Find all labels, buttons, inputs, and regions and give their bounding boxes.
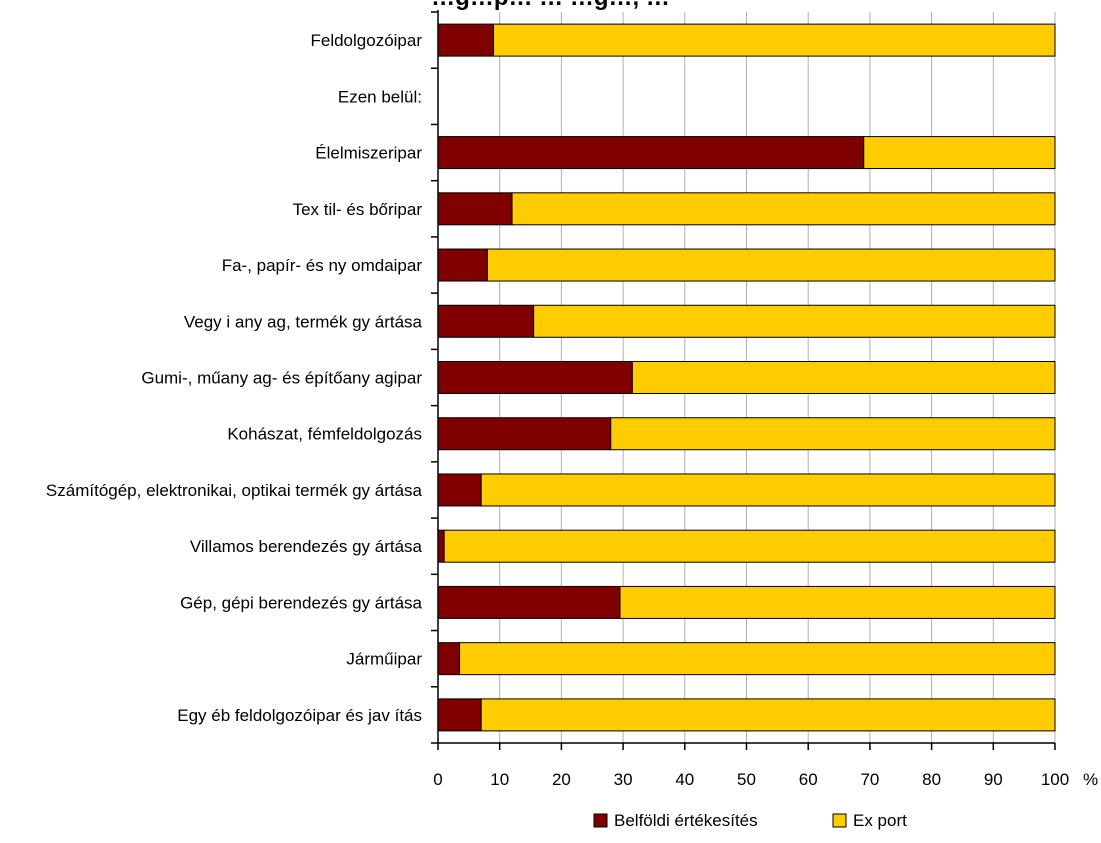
bar-export	[533, 304, 1056, 338]
category-label: Kohászat, fémfeldolgozás	[227, 425, 422, 444]
bar-export	[511, 192, 1056, 226]
bar-domestic	[437, 304, 535, 338]
bar-export	[863, 136, 1056, 170]
bar-export	[610, 417, 1056, 451]
chart-title: …g…p… … …g…, …	[0, 0, 1101, 12]
bar-domestic	[437, 417, 612, 451]
category-label: Vegy i any ag, termék gy ártása	[184, 312, 423, 331]
bar-domestic	[437, 192, 513, 226]
bar-domestic	[437, 248, 488, 282]
legend-swatch	[832, 813, 847, 828]
bar-export	[480, 698, 1056, 732]
category-label: Egy éb feldolgozóipar és jav ítás	[177, 706, 422, 725]
category-label: Villamos berendezés gy ártása	[190, 537, 423, 556]
bar-export	[486, 248, 1056, 282]
legend-label: Belföldi értékesítés	[614, 811, 758, 830]
category-label: Élelmiszeripar	[315, 144, 422, 163]
x-tick-label: 60	[799, 770, 818, 789]
category-label: Járműipar	[346, 650, 422, 669]
x-tick-label: 40	[675, 770, 694, 789]
x-tick-label: 70	[860, 770, 879, 789]
bar-export	[480, 473, 1056, 507]
x-tick-label: 100	[1041, 770, 1069, 789]
bar-export	[631, 361, 1056, 394]
x-tick-label: 80	[922, 770, 941, 789]
x-tick-label: 30	[614, 770, 633, 789]
bar-domestic	[437, 23, 495, 57]
x-tick-label: 10	[490, 770, 509, 789]
category-label: Fa-, papír- és ny omdaipar	[222, 256, 423, 275]
category-label: Ezen belül:	[338, 87, 422, 106]
category-label: Gumi-, műany ag- és építőany agipar	[141, 369, 422, 388]
bar-domestic	[437, 529, 445, 563]
bar-export	[619, 585, 1056, 619]
bar-export	[459, 642, 1056, 676]
bar-domestic	[437, 698, 482, 732]
bar-domestic	[437, 473, 482, 507]
bar-domestic	[437, 642, 461, 676]
x-tick-label: 90	[984, 770, 1003, 789]
legend-swatch	[593, 813, 608, 828]
category-label: Számítógép, elektronikai, optikai termék…	[46, 481, 423, 500]
bar-domestic	[437, 361, 633, 394]
bar-domestic	[437, 585, 621, 619]
unit-label: %	[1083, 770, 1098, 789]
x-tick-label: 50	[737, 770, 756, 789]
category-label: Tex til- és bőripar	[293, 200, 423, 219]
x-tick-label: 20	[552, 770, 571, 789]
category-label: Gép, gépi berendezés gy ártása	[180, 593, 422, 612]
bar-domestic	[437, 136, 865, 170]
category-label: Feldolgozóipar	[310, 31, 422, 50]
x-tick-label: 0	[433, 770, 442, 789]
bar-export	[443, 529, 1056, 563]
legend-label: Ex port	[853, 811, 907, 830]
bar-export	[493, 23, 1056, 57]
